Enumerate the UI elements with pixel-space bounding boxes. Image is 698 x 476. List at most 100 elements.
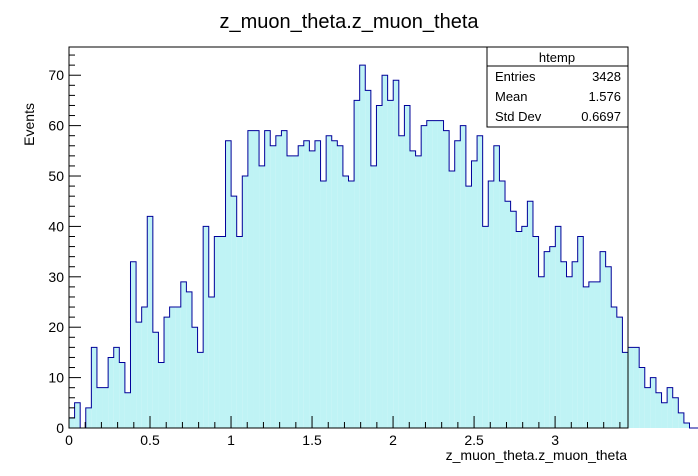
histogram-bar xyxy=(605,266,612,428)
histogram-bar xyxy=(588,281,595,428)
stats-stddev-label: Std Dev xyxy=(495,109,542,124)
y-tick-label: 20 xyxy=(48,319,64,335)
histogram-bar xyxy=(365,90,371,428)
histogram-bar xyxy=(560,261,567,428)
histogram-bar xyxy=(622,352,628,428)
stats-box: htemp Entries 3428 Mean 1.576 Std Dev 0.… xyxy=(486,46,629,128)
x-tick-label: 1 xyxy=(227,432,235,448)
stats-entries-value: 3428 xyxy=(592,69,621,84)
histogram-bar xyxy=(544,251,550,428)
histogram-bar xyxy=(678,412,684,428)
histogram-bar xyxy=(169,307,176,428)
y-tick-label: 30 xyxy=(48,269,64,285)
histogram-bar xyxy=(510,211,517,428)
histogram-bar xyxy=(393,80,399,428)
histogram-bar xyxy=(415,155,422,428)
histogram-bar xyxy=(303,140,310,428)
histogram-bar xyxy=(85,407,92,428)
histogram-bar xyxy=(477,135,483,428)
histogram-bar xyxy=(449,170,455,428)
histogram-bar xyxy=(219,236,226,428)
histogram-bar xyxy=(91,347,97,428)
histogram-bar xyxy=(191,327,198,428)
histogram-bar xyxy=(633,347,640,428)
histogram-bar xyxy=(465,186,472,428)
histogram-bar xyxy=(314,140,321,428)
histogram-bar xyxy=(253,130,260,428)
histogram-bar xyxy=(113,347,120,428)
histogram-bar xyxy=(521,226,528,428)
histogram-bar xyxy=(644,387,651,428)
histogram-bar xyxy=(382,75,388,428)
histogram-bar xyxy=(331,140,338,428)
histogram-bar xyxy=(164,317,170,428)
histogram-bar xyxy=(102,387,109,428)
histogram-bar xyxy=(175,307,181,428)
x-axis: 0 0.5 1 1.5 2 2.5 3 xyxy=(65,416,621,448)
y-tick-label: 10 xyxy=(48,370,64,386)
histogram-bar xyxy=(421,125,427,428)
histogram-bar xyxy=(583,286,589,428)
y-axis: 0 10 20 30 40 50 60 70 xyxy=(48,54,81,436)
x-tick-label: 1.5 xyxy=(302,432,322,448)
histogram-bar xyxy=(242,176,248,428)
histogram-bar xyxy=(74,402,81,428)
histogram-bar xyxy=(594,281,601,428)
histogram-bar xyxy=(432,120,438,428)
histogram-bar xyxy=(409,150,416,429)
histogram-bar xyxy=(287,155,293,428)
stats-entries-label: Entries xyxy=(495,69,536,84)
histogram-bar xyxy=(292,155,299,428)
histogram-bar xyxy=(387,100,394,429)
histogram-bar xyxy=(493,145,500,428)
x-tick-label: 3 xyxy=(551,432,559,448)
histogram-bar xyxy=(661,402,668,428)
histogram-bar xyxy=(611,307,617,428)
histogram-bar xyxy=(320,181,327,428)
histogram-bar xyxy=(505,201,511,428)
histogram-bar xyxy=(426,120,433,428)
histogram-bar xyxy=(667,387,673,428)
histogram-bar xyxy=(527,201,533,428)
histogram-bar xyxy=(69,417,75,428)
histogram-bar xyxy=(108,357,114,428)
histogram-bar xyxy=(655,392,662,428)
x-axis-label: z_muon_theta.z_muon_theta xyxy=(446,447,628,463)
y-tick-label: 60 xyxy=(48,118,64,134)
histogram-bar xyxy=(208,296,215,428)
histogram-bar xyxy=(566,276,573,428)
histogram-bar xyxy=(549,246,556,428)
histogram-bar xyxy=(130,261,137,428)
histogram-bar xyxy=(231,196,237,428)
histogram-bar xyxy=(359,65,366,429)
histogram-bar xyxy=(247,130,254,428)
histogram-bars xyxy=(69,65,690,429)
histogram-bar xyxy=(342,176,349,428)
x-tick-label: 2 xyxy=(389,432,397,448)
histogram-bar xyxy=(454,140,461,428)
x-tick-label: 2.5 xyxy=(464,432,484,448)
histogram-bar xyxy=(639,367,645,428)
histogram-bar xyxy=(203,226,209,428)
stats-title: htemp xyxy=(539,50,575,65)
y-tick-label: 70 xyxy=(48,67,64,83)
histogram-bar xyxy=(398,135,405,428)
stats-mean-label: Mean xyxy=(495,89,528,104)
histogram-bar xyxy=(309,150,315,429)
histogram-bar xyxy=(555,226,561,428)
histogram-bar xyxy=(572,261,578,428)
histogram-bar xyxy=(119,362,125,428)
histogram-bar xyxy=(264,130,271,428)
chart-title: z_muon_theta.z_muon_theta xyxy=(219,11,479,33)
y-axis-label: Events xyxy=(21,103,37,146)
histogram-bar xyxy=(650,377,656,428)
histogram-bar xyxy=(672,397,679,428)
histogram-bar xyxy=(147,216,153,428)
histogram-bar xyxy=(437,120,444,428)
histogram-bar xyxy=(225,140,232,428)
histogram-bar xyxy=(538,276,545,428)
histogram-bar xyxy=(152,332,159,428)
histogram-bar xyxy=(180,281,187,428)
histogram-bar xyxy=(158,362,165,428)
